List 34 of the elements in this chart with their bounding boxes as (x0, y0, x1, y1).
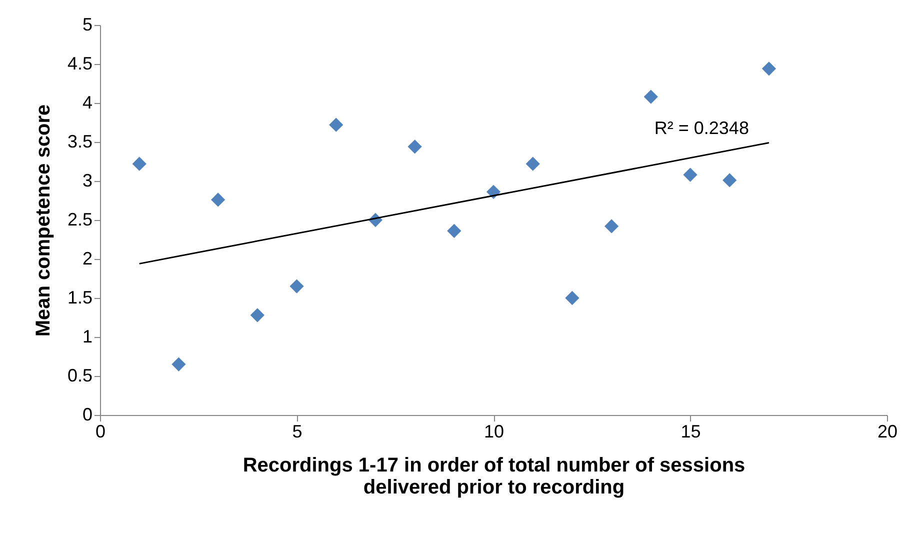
point (210, 192, 226, 207)
y-tick-label: 2.5 (67, 210, 92, 230)
annotation: R² = 0.2348 (654, 118, 749, 138)
x-tick-label: 15 (680, 422, 701, 442)
point (762, 62, 776, 76)
y-tick-label: 3.5 (67, 132, 92, 152)
point (722, 173, 737, 188)
x-tick-label: 10 (484, 422, 504, 442)
point (447, 224, 462, 238)
point (604, 219, 619, 234)
y-tick-label: 1 (82, 326, 92, 346)
point (290, 279, 304, 294)
y-tick-label: 0 (82, 404, 92, 424)
y-axis-title: Mean competence score (32, 104, 54, 337)
point (683, 168, 698, 182)
y-tick-label: 3 (82, 170, 92, 190)
point (565, 290, 580, 306)
y-tick-label: 4 (82, 92, 92, 112)
point (408, 140, 422, 154)
x-tick-label: 0 (95, 422, 106, 442)
y-tick-label: 5 (82, 14, 92, 34)
x-tick-label: 20 (877, 422, 898, 442)
x-tick-label: 5 (292, 422, 302, 442)
point (644, 90, 658, 104)
y-tick-label: 1.5 (67, 288, 92, 308)
point (526, 156, 540, 171)
point (172, 357, 186, 372)
point (250, 308, 264, 322)
y-tick-label: 4.5 (67, 54, 92, 74)
y-tick-label: 0.5 (67, 366, 92, 386)
y-tick-label: 2 (82, 248, 92, 268)
x-axis-title: Recordings 1-17 in order of total number of sessions delivered prior to recording (242, 454, 746, 498)
point (132, 156, 146, 171)
point (329, 118, 344, 132)
